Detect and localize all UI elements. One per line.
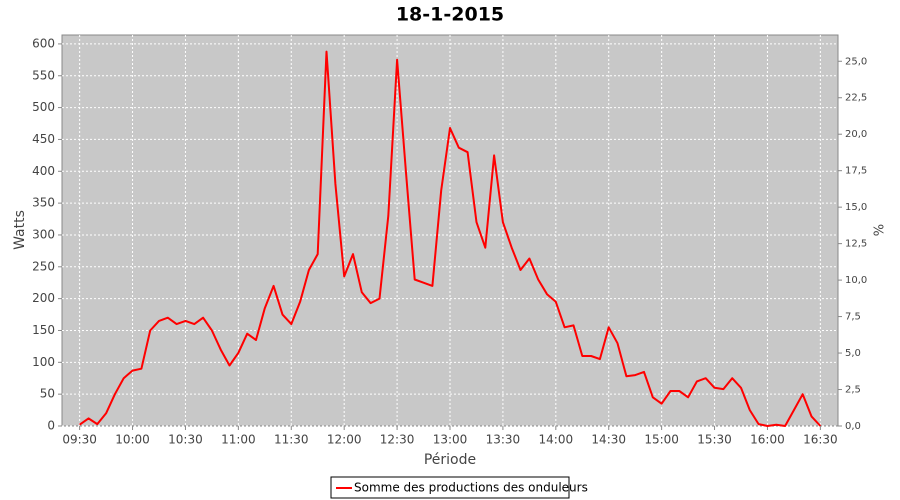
data-line — [79, 50, 822, 427]
x-tick-label: 13:00 — [433, 433, 468, 447]
legend-label: Somme des productions des onduleurs — [354, 481, 588, 495]
x-tick-label: 13:30 — [486, 433, 521, 447]
y-tick-label: 200 — [32, 291, 55, 305]
x-axis-label: Période — [424, 452, 476, 468]
y2-tick-label: 10,0 — [845, 275, 867, 286]
y-tick-label: 600 — [32, 36, 55, 50]
y2-tick-label: 7,5 — [845, 312, 861, 323]
y-tick-label: 50 — [40, 387, 55, 401]
y-tick-label: 350 — [32, 196, 55, 210]
x-tick-label: 11:30 — [274, 433, 309, 447]
y2-tick-label: 12,5 — [845, 239, 867, 250]
x-tick-label: 16:00 — [750, 433, 785, 447]
y-tick-label: 550 — [32, 68, 55, 82]
y-tick-label: 300 — [32, 227, 55, 241]
x-tick-label: 16:30 — [803, 433, 838, 447]
y-axis-label: Watts — [12, 210, 28, 250]
y-tick-label: 250 — [32, 259, 55, 273]
y2-tick-label: 25,0 — [845, 56, 867, 67]
y2-axis-label: % — [873, 224, 888, 236]
y2-tick-label: 2,5 — [845, 385, 861, 396]
x-tick-label: 10:00 — [115, 433, 150, 447]
y2-tick-label: 15,0 — [845, 202, 867, 213]
x-tick-label: 11:00 — [221, 433, 256, 447]
y2-tick-label: 5,0 — [845, 348, 861, 359]
y-tick-label: 100 — [32, 355, 55, 369]
x-tick-label: 10:30 — [168, 433, 203, 447]
x-tick-label: 14:00 — [539, 433, 574, 447]
y-tick-label: 0 — [47, 419, 55, 433]
x-tick-label: 15:30 — [697, 433, 732, 447]
x-tick-label: 14:30 — [591, 433, 626, 447]
y-tick-label: 450 — [32, 132, 55, 146]
x-tick-label: 09:30 — [62, 433, 97, 447]
y2-tick-label: 17,5 — [845, 166, 867, 177]
legend-box — [330, 476, 570, 499]
y2-tick-label: 22,5 — [845, 93, 867, 104]
y-tick-label: 500 — [32, 100, 55, 114]
y2-tick-label: 0,0 — [845, 421, 861, 432]
x-tick-label: 15:00 — [644, 433, 679, 447]
legend: Somme des productions des onduleurs — [330, 476, 588, 499]
y2-tick-label: 20,0 — [845, 129, 867, 140]
x-tick-label: 12:00 — [327, 433, 362, 447]
x-tick-label: 12:30 — [380, 433, 415, 447]
y-tick-label: 400 — [32, 164, 55, 178]
chart-title: 18-1-2015 — [396, 4, 504, 26]
y-tick-label: 150 — [32, 323, 55, 337]
